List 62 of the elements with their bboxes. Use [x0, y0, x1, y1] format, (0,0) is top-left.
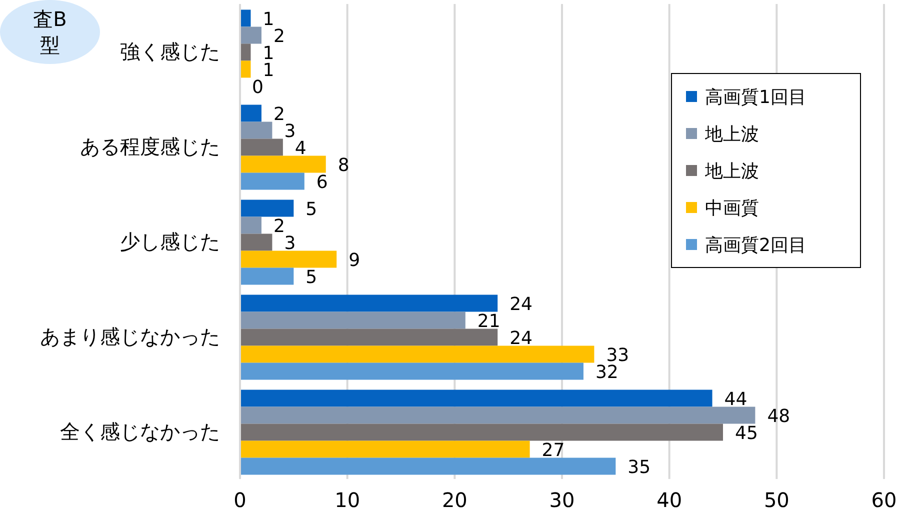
bar — [240, 138, 283, 156]
bar — [240, 234, 272, 251]
bar — [240, 328, 498, 346]
x-tick-label: 40 — [656, 488, 682, 512]
bar — [240, 458, 616, 475]
y-tick-label: 全く感じなかった — [60, 420, 220, 444]
bar — [240, 346, 594, 363]
data-label: 2 — [273, 104, 285, 126]
bar — [240, 390, 712, 407]
data-label: 24 — [510, 294, 533, 316]
data-label: 35 — [628, 457, 651, 478]
data-label: 5 — [306, 267, 318, 288]
legend-label: 高画質2回目 — [705, 234, 806, 256]
data-label: 1 — [262, 9, 274, 30]
data-label: 27 — [542, 440, 565, 462]
data-label: 24 — [510, 328, 533, 350]
bar — [240, 172, 304, 190]
bar — [240, 156, 326, 173]
data-label: 0 — [252, 77, 264, 98]
data-label: 8 — [338, 155, 350, 176]
legend-label: 地上波 — [705, 122, 759, 146]
bar — [240, 268, 294, 285]
data-label: 3 — [284, 233, 296, 254]
bar — [240, 424, 723, 441]
legend-label: 中画質 — [705, 196, 759, 220]
data-label: 5 — [306, 199, 318, 220]
data-label: 4 — [294, 138, 306, 160]
data-label: 6 — [316, 172, 328, 194]
x-tick-label: 0 — [234, 488, 246, 512]
y-tick-label: あまり感じなかった — [40, 324, 220, 349]
x-tick-label: 60 — [871, 488, 897, 512]
data-label: 44 — [724, 389, 748, 410]
x-tick-label: 50 — [764, 488, 790, 512]
bar — [240, 122, 272, 139]
bar — [240, 250, 337, 268]
data-label: 48 — [767, 406, 790, 428]
x-tick-label: 10 — [334, 488, 360, 512]
data-label: 1 — [262, 60, 274, 82]
data-label: 32 — [595, 362, 618, 384]
data-label: 2 — [273, 216, 285, 238]
callout-shape: 査B 型 — [0, 0, 100, 64]
legend-label: 高画質1回目 — [705, 86, 806, 108]
data-label: 3 — [284, 121, 296, 142]
data-label: 2 — [273, 26, 285, 48]
x-tick-label: 30 — [549, 488, 575, 512]
bar — [240, 294, 498, 312]
bar — [240, 312, 466, 329]
data-label: 45 — [735, 423, 758, 444]
data-label: 9 — [348, 250, 360, 272]
bar — [240, 440, 530, 458]
y-tick-label: ある程度感じた — [80, 134, 220, 159]
bar — [240, 406, 756, 424]
bar — [240, 216, 262, 234]
y-tick-label: 強く感じた — [120, 40, 220, 64]
legend-label: 地上波 — [705, 160, 759, 182]
data-label: 21 — [477, 311, 500, 332]
bar — [240, 362, 584, 380]
bar — [240, 200, 294, 217]
bar — [240, 104, 262, 122]
x-tick-label: 20 — [442, 488, 468, 512]
bar — [240, 26, 262, 44]
y-tick-label: 少し感じた — [120, 230, 220, 254]
